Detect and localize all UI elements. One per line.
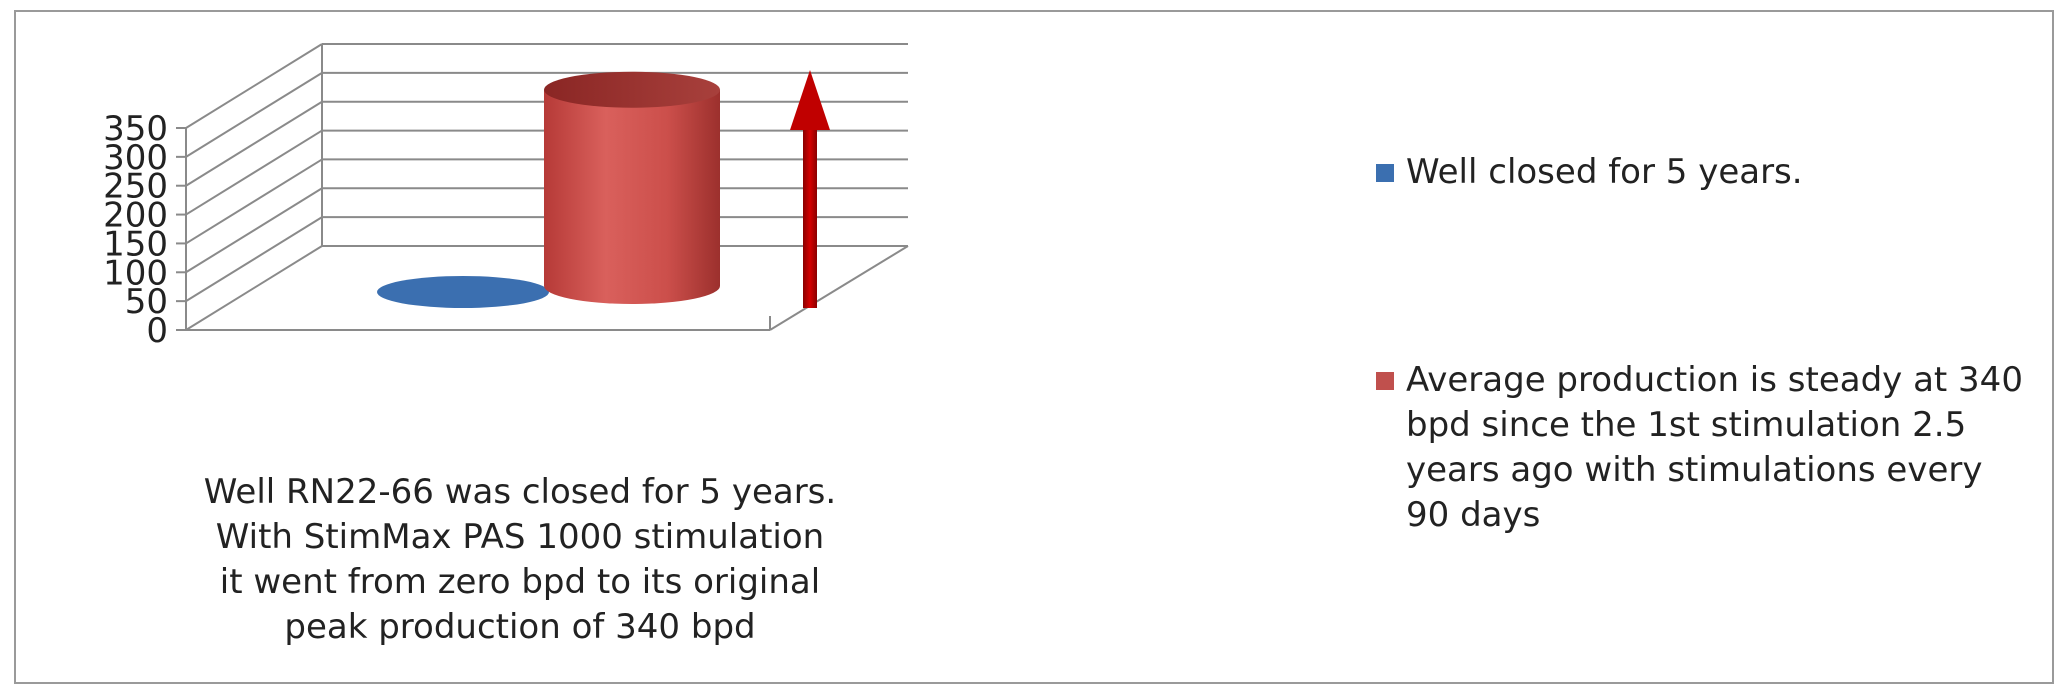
annotation-arrow-group xyxy=(790,70,830,308)
chart-walls xyxy=(185,44,909,331)
legend-item-average-production: Average production is steady at 340 bpd … xyxy=(1376,358,2036,538)
legend-item-well-closed: Well closed for 5 years. xyxy=(1376,150,2036,195)
gridline-side xyxy=(185,245,323,331)
gridline-side xyxy=(185,43,323,129)
bar-average-production-top xyxy=(544,71,720,108)
y-tick-label: 150 xyxy=(103,224,168,264)
y-tick-label: 350 xyxy=(103,109,168,149)
floor-right-edge xyxy=(769,245,909,331)
y-tick-label: 100 xyxy=(103,253,168,293)
gridline-side xyxy=(185,100,323,187)
annotation-arrow-shaft xyxy=(803,126,817,308)
category-label: Well RN22-66 was closed for 5 years. Wit… xyxy=(203,472,837,647)
y-tick-label: 50 xyxy=(125,282,168,322)
chart-bars xyxy=(377,71,720,308)
y-tick-label: 200 xyxy=(103,196,168,236)
legend-swatch-blue xyxy=(1376,164,1394,182)
legend-label-well-closed: Well closed for 5 years. xyxy=(1406,152,1803,192)
legend-swatch-red xyxy=(1376,372,1394,390)
y-tick-label: 300 xyxy=(103,138,168,178)
legend-label-average-production: Average production is steady at 340 bpd … xyxy=(1406,360,2023,535)
gridline-side xyxy=(185,129,323,216)
bar-average-production xyxy=(544,89,720,304)
gridline-side xyxy=(185,187,323,274)
y-tick-label: 250 xyxy=(103,167,168,207)
chart-frame xyxy=(14,10,2054,684)
bar-well-closed xyxy=(377,276,549,308)
gridline-side xyxy=(185,216,323,302)
y-tick-label: 0 xyxy=(146,311,168,351)
annotation-arrow-head xyxy=(790,70,830,130)
gridline-side xyxy=(185,72,323,158)
gridline-side xyxy=(185,158,323,245)
